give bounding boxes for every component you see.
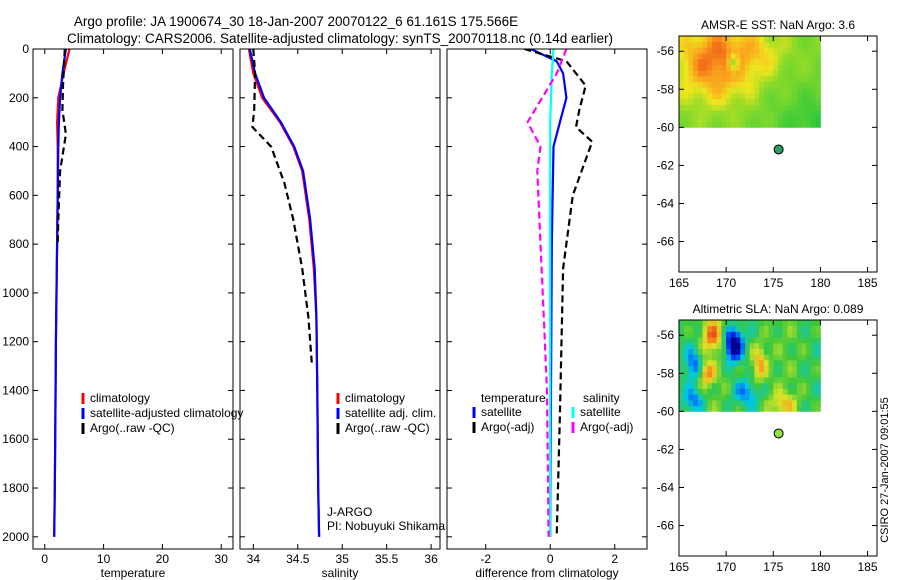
figure-title-line-2: Climatology: CARS2006. Satellite-adjuste… [67,31,613,46]
y-tick-label: 800 [9,237,29,251]
map-title: AMSR-E SST: NaN Argo: 3.6 [701,18,855,32]
x-tick-label: 35.5 [375,552,399,566]
x-tick-label: 34 [247,552,261,566]
map-frame [678,319,878,557]
y-tick-label: -62 [657,442,675,456]
legend-entry: climatology [90,391,150,405]
y-tick-label: -60 [657,404,675,418]
y-tick-label: -64 [657,196,675,210]
x-tick-label: 170 [716,276,736,290]
legend-entry: Argo(..raw -QC) [345,421,430,435]
field-grid [679,320,821,412]
map-title: Altimetric SLA: NaN Argo: 0.089 [693,302,864,316]
series-line-temperature-2 [56,49,68,245]
y-tick-label: 400 [9,140,29,154]
credit-label: CSIRO 27-Jan-2007 09:01:55 [879,397,891,543]
series-line-difference-1 [524,49,594,537]
x-tick-label: 10 [97,552,111,566]
y-tick-label: -66 [657,519,675,533]
x-tick-label: 0 [41,552,48,566]
series-line-salinity-1 [248,49,321,537]
y-tick-label: 1200 [2,335,29,349]
argo-float-marker [773,428,784,439]
x-tick-label: 180 [810,560,830,574]
x-axis-label: temperature [101,566,166,580]
y-tick-label: -64 [657,480,675,494]
legend-entry: satellite [580,405,621,419]
x-tick-label: 20 [156,552,170,566]
legend: temperature salinitysatelliteArgo(-adj)sa… [472,391,633,434]
legend-entry: Argo(..raw -QC) [90,421,175,435]
x-tick-label: 34.5 [286,552,310,566]
argo-float-marker [773,144,784,155]
y-tick-label: -58 [657,82,675,96]
figure-title-line-1: Argo profile: JA 1900674_30 18-Jan-2007 … [74,14,518,29]
axes-frame [446,48,648,550]
series-group [53,49,71,537]
y-tick-label: -62 [657,158,675,172]
x-tick-label: 175 [763,560,783,574]
y-tick-label: 600 [9,188,29,202]
x-tick-label: 180 [810,276,830,290]
x-tick-label: 165 [669,560,689,574]
x-tick-label: 2 [611,552,618,566]
y-tick-label: 1400 [2,383,29,397]
y-tick-label: -56 [657,328,675,342]
x-tick-label: 0 [547,552,554,566]
y-tick-label: 1600 [2,432,29,446]
legend-group-label: salinity [583,391,620,405]
pi-annotation-line: PI: Nobuyuki Shikama [327,519,445,533]
legend-group-label: temperature [481,391,546,405]
y-tick-label: -60 [657,120,675,134]
panel-temperature: 0 10 20 30 temperature 0 200 400 600 800 1000 1200 1… [2,42,243,580]
series-line-salinity-0 [247,49,321,537]
series-line-difference-3 [526,49,568,537]
series-line-salinity-2 [251,49,314,367]
y-tick-label: 1800 [2,481,29,495]
legend-entry: Argo(-adj) [580,420,633,434]
x-tick-label: 165 [669,276,689,290]
legend-entry: Argo(-adj) [481,420,534,434]
axes-frame [239,48,441,550]
legend-entry: satellite-adjusted climatology [90,406,243,420]
legend-entry: satellite adj. clim. [345,406,436,420]
pi-annotation-line: J-ARGO [327,505,372,519]
x-tick-label: 175 [763,276,783,290]
panel-sst_map: AMSR-E SST: NaN Argo: 3.6 165 170 175 180 185… [657,18,878,290]
x-tick-label: 185 [858,560,878,574]
x-tick-label: 170 [716,560,736,574]
y-tick-label: -66 [657,235,675,249]
x-tick-label: 36 [424,552,438,566]
y-tick-label: 0 [22,42,29,56]
y-tick-label: 2000 [2,530,29,544]
legend-entry: climatology [345,391,405,405]
series-line-difference-0 [530,49,568,537]
panel-salinity: 34 34.5 35 35.5 36 salinity climatologysatelli… [239,48,445,580]
field-grid [679,36,821,128]
y-tick-label: -58 [657,366,675,380]
legend-entry: satellite [481,405,522,419]
panel-sla_map: Altimetric SLA: NaN Argo: 0.089 165 170 175… [657,302,878,574]
series-group [524,49,594,537]
x-tick-label: -2 [480,552,491,566]
x-axis-label: salinity [322,566,359,580]
map-frame [678,35,878,273]
y-tick-label: 200 [9,91,29,105]
series-line-difference-2 [549,49,555,537]
x-axis-label: difference from climatology [475,566,618,580]
x-tick-label: 35 [336,552,350,566]
y-tick-label: -56 [657,44,675,58]
x-tick-label: 185 [858,276,878,290]
axes-frame [32,48,234,550]
series-line-temperature-1 [53,49,67,537]
series-group [247,49,321,537]
y-tick-label: 1000 [2,286,29,300]
x-tick-label: 30 [215,552,229,566]
